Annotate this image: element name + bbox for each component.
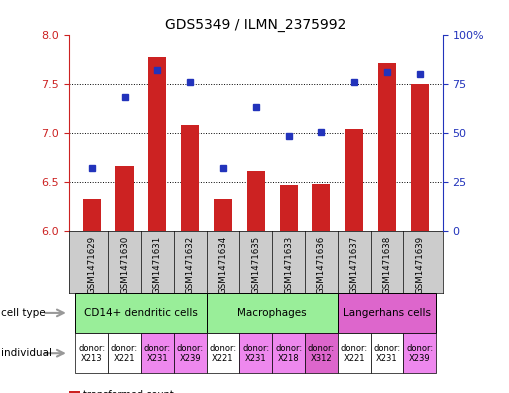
Bar [378,63,396,231]
Text: GSM1471629: GSM1471629 [87,236,96,294]
Text: GSM1471632: GSM1471632 [186,236,194,294]
Bar [313,184,330,231]
Bar [207,293,338,333]
Text: GSM1471637: GSM1471637 [350,236,359,294]
Bar [214,199,232,231]
Text: donor:
X221: donor: X221 [341,343,368,363]
Bar [338,293,436,333]
Bar [181,125,199,231]
Text: donor:
X221: donor: X221 [209,343,237,363]
Bar [174,333,207,373]
Bar [345,129,363,231]
Bar [82,199,101,231]
Text: GSM1471639: GSM1471639 [415,236,425,294]
Text: GSM1471633: GSM1471633 [284,236,293,294]
Text: donor:
X231: donor: X231 [374,343,401,363]
Text: donor:
X239: donor: X239 [406,343,434,363]
Text: donor:
X231: donor: X231 [144,343,171,363]
Text: GSM1471631: GSM1471631 [153,236,162,294]
Text: transformed count: transformed count [83,390,174,393]
Text: cell type: cell type [1,308,46,318]
Text: GSM1471635: GSM1471635 [251,236,260,294]
Text: GSM1471638: GSM1471638 [383,236,391,294]
Text: donor:
X239: donor: X239 [177,343,204,363]
Bar [404,333,436,373]
Bar [279,185,298,231]
Bar [305,333,338,373]
Text: Macrophages: Macrophages [237,308,307,318]
Bar [272,333,305,373]
Bar [239,333,272,373]
Bar [371,333,404,373]
Text: CD14+ dendritic cells: CD14+ dendritic cells [84,308,198,318]
Bar [75,333,108,373]
Bar [75,293,207,333]
Text: donor:
X231: donor: X231 [242,343,269,363]
Text: donor:
X213: donor: X213 [78,343,105,363]
Text: donor:
X218: donor: X218 [275,343,302,363]
Bar [108,333,141,373]
Bar [411,84,429,231]
Bar [141,333,174,373]
Bar [116,165,133,231]
Bar [148,57,166,231]
Bar [338,333,371,373]
Text: GSM1471634: GSM1471634 [218,236,228,294]
Title: GDS5349 / ILMN_2375992: GDS5349 / ILMN_2375992 [165,18,347,31]
Text: GSM1471636: GSM1471636 [317,236,326,294]
Text: donor:
X221: donor: X221 [111,343,138,363]
Bar [207,333,239,373]
Bar [247,171,265,231]
Text: individual: individual [1,348,52,358]
Text: donor:
X312: donor: X312 [308,343,335,363]
Text: Langerhans cells: Langerhans cells [343,308,431,318]
Text: GSM1471630: GSM1471630 [120,236,129,294]
